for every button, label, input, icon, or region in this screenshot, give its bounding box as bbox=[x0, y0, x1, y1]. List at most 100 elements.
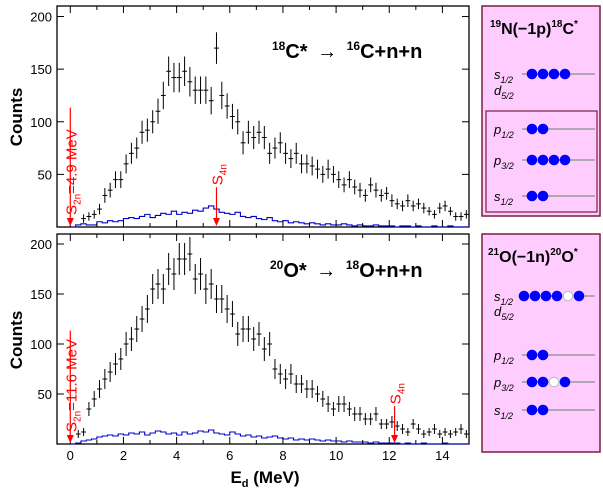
nucleon-dot bbox=[537, 123, 549, 135]
data-point bbox=[129, 142, 134, 164]
data-point bbox=[102, 188, 108, 203]
data-point bbox=[171, 62, 177, 93]
data-point bbox=[346, 171, 352, 189]
reaction-bottom-product: O+n+n bbox=[359, 260, 422, 282]
data-point bbox=[416, 424, 421, 434]
nucleon-dot bbox=[537, 68, 549, 80]
reaction-bottom-product-mass: 18 bbox=[346, 258, 360, 272]
level-label-sub: 3/2 bbox=[501, 383, 514, 393]
data-point bbox=[107, 182, 113, 198]
xlabel: Ed (MeV) bbox=[230, 468, 299, 489]
level-label: s1/2 bbox=[494, 403, 513, 421]
data-point bbox=[139, 306, 145, 332]
data-point bbox=[198, 76, 203, 104]
data-point bbox=[315, 386, 320, 402]
side-panel-bottom-title: 21O(−1n)20O* bbox=[488, 247, 578, 266]
data-point bbox=[448, 207, 453, 216]
nucleon-dot bbox=[526, 68, 538, 80]
threshold-arrowhead-1 bbox=[66, 435, 74, 443]
y-tick-label: 200 bbox=[30, 10, 52, 25]
data-point bbox=[458, 424, 464, 434]
level-label: d5/2 bbox=[494, 304, 514, 322]
data-point bbox=[187, 237, 193, 271]
nucleon-dot bbox=[526, 154, 538, 166]
nucleon-dot bbox=[537, 376, 549, 388]
data-point bbox=[309, 380, 315, 398]
ylabel-top: Counts bbox=[7, 88, 26, 147]
points-top bbox=[81, 32, 469, 223]
nucleon-hole bbox=[562, 290, 574, 302]
th1-main: S bbox=[63, 205, 80, 215]
level-label-main: s bbox=[494, 403, 501, 418]
data-point bbox=[240, 316, 246, 342]
data-point bbox=[442, 200, 448, 212]
threshold-label-2: S4n bbox=[209, 164, 229, 185]
data-point bbox=[368, 413, 374, 425]
data-point bbox=[192, 76, 198, 104]
data-point bbox=[86, 402, 92, 416]
data-point bbox=[368, 177, 374, 193]
level-label: s1/2 bbox=[494, 189, 513, 207]
level-label: p3/2 bbox=[493, 153, 514, 171]
data-point bbox=[453, 212, 459, 221]
data-point bbox=[410, 419, 416, 429]
th2-main: S bbox=[209, 175, 226, 185]
shell-level: s1/2 bbox=[494, 67, 595, 85]
data-point bbox=[373, 182, 379, 198]
xlabel-main: E bbox=[230, 468, 241, 487]
y-tick-label: 150 bbox=[30, 287, 52, 302]
threshold-arrowhead-1 bbox=[66, 218, 74, 226]
data-point bbox=[320, 165, 326, 183]
data-point bbox=[203, 76, 209, 104]
thresholds-top: S2n=4.9 MeV S4n bbox=[63, 107, 229, 226]
hist-line bbox=[70, 205, 469, 228]
level-label-sub: 1/2 bbox=[501, 297, 514, 307]
data-point bbox=[357, 182, 363, 198]
xlabel-rest: (MeV) bbox=[249, 468, 300, 487]
data-point bbox=[384, 187, 389, 200]
data-point bbox=[299, 154, 304, 174]
data-point bbox=[166, 253, 172, 285]
data-point bbox=[463, 430, 469, 438]
level-label-main: d bbox=[494, 83, 502, 98]
y-tick-label: 50 bbox=[38, 167, 52, 182]
data-point bbox=[81, 428, 86, 436]
th1-main: S bbox=[63, 422, 80, 432]
data-point bbox=[405, 194, 411, 208]
data-point bbox=[400, 424, 405, 434]
nucleon-dot bbox=[526, 376, 538, 388]
data-point bbox=[405, 428, 411, 436]
data-point bbox=[91, 391, 97, 407]
x-tick-label: 12 bbox=[382, 448, 396, 463]
data-point bbox=[267, 142, 273, 164]
reaction-top: 18C* → 16C+n+n bbox=[272, 39, 422, 63]
data-point bbox=[341, 396, 347, 412]
data-point bbox=[176, 62, 182, 93]
data-point bbox=[394, 421, 400, 431]
nucleon-dot bbox=[559, 68, 571, 80]
data-point bbox=[251, 327, 257, 351]
nucleon-dot bbox=[526, 123, 538, 135]
nucleon-dot bbox=[526, 404, 538, 416]
data-point bbox=[325, 396, 331, 412]
data-point bbox=[134, 137, 140, 159]
data-point bbox=[208, 269, 214, 299]
shell-level: s1/2 bbox=[494, 289, 595, 307]
x-tick-label: 10 bbox=[329, 448, 343, 463]
data-point bbox=[240, 131, 246, 155]
data-point bbox=[352, 407, 358, 421]
nucleon-dot bbox=[537, 190, 549, 202]
level-label-main: s bbox=[494, 189, 501, 204]
data-point bbox=[426, 428, 432, 436]
data-point bbox=[304, 380, 310, 398]
data-point bbox=[384, 419, 389, 429]
data-point bbox=[267, 332, 273, 356]
y-tick-label: 150 bbox=[30, 62, 52, 77]
data-point bbox=[160, 274, 166, 304]
data-point bbox=[277, 132, 283, 154]
level-label-main: s bbox=[494, 67, 501, 82]
data-point bbox=[150, 274, 156, 304]
threshold-arrowhead-2 bbox=[391, 435, 399, 443]
x-tick-label: 6 bbox=[226, 448, 233, 463]
level-label: p1/2 bbox=[493, 122, 514, 140]
